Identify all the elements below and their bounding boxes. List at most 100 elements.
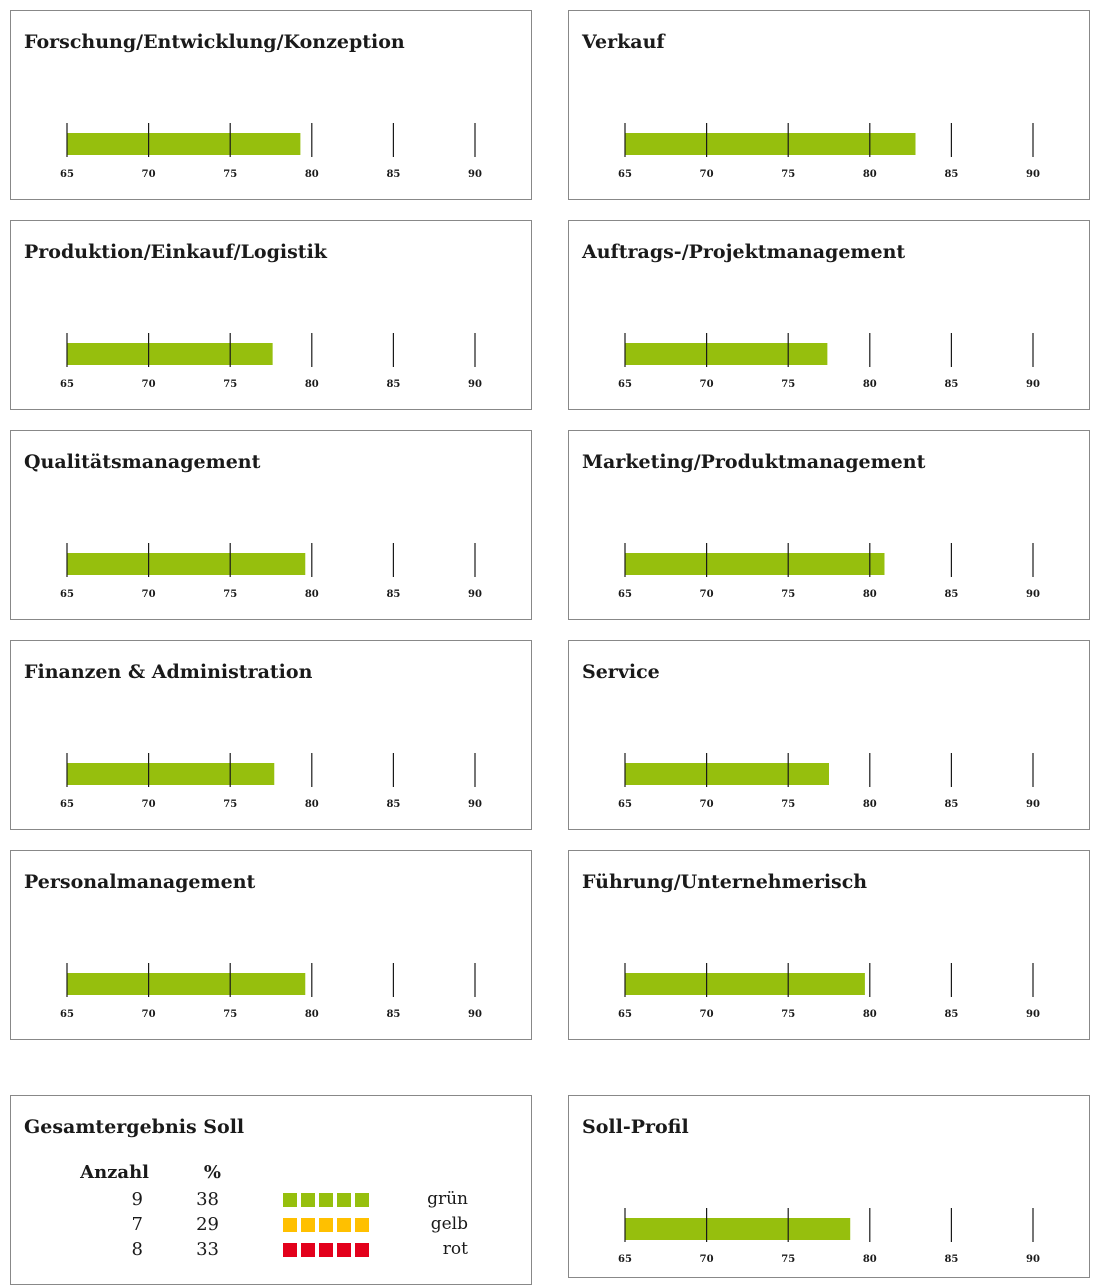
chart-title: Finanzen & Administration	[24, 661, 313, 683]
summary-row-yellow-percent: 29	[196, 1214, 219, 1235]
tick-label: 90	[468, 379, 482, 390]
tick-label: 75	[223, 1009, 237, 1020]
tick-label: 80	[305, 379, 319, 390]
chart-panel-auftrags-projektmanagement: Auftrags-/Projektmanagement 65 70 75 80 85 90	[568, 220, 1090, 410]
summary-row-yellow-label: gelb	[430, 1214, 468, 1234]
tick-label: 85	[944, 1009, 958, 1020]
summary-row-yellow-squares	[283, 1218, 383, 1234]
tick-label: 90	[468, 1009, 482, 1020]
tick-label: 90	[1026, 379, 1040, 390]
tick-label: 85	[944, 169, 958, 180]
legend-square	[283, 1243, 297, 1257]
tick-label: 80	[305, 589, 319, 600]
tick-label: 80	[305, 169, 319, 180]
value-bar	[625, 973, 865, 995]
tick-label: 85	[386, 799, 400, 810]
tick-label: 85	[386, 169, 400, 180]
tick-label: 75	[223, 799, 237, 810]
tick-label: 70	[142, 799, 156, 810]
bar-chart: 65 70 75 80 85 90	[618, 963, 1040, 1020]
legend-square	[355, 1218, 369, 1232]
chart-panel-soll-profil: Soll-Profil 65 70 75 80 85 90	[568, 1095, 1090, 1278]
chart-panel-verkauf: Verkauf 65 70 75 80 85 90	[568, 10, 1090, 200]
tick-label: 65	[60, 379, 74, 390]
tick-label: 90	[468, 169, 482, 180]
tick-label: 80	[863, 1009, 877, 1020]
bar-chart: 65 70 75 80 85 90	[618, 543, 1040, 600]
tick-label: 65	[618, 379, 632, 390]
bar-chart: 65 70 75 80 85 90	[60, 963, 482, 1020]
tick-label: 90	[1026, 589, 1040, 600]
chart-panel-personalmanagement: Personalmanagement 65 70 75 80 85 90	[10, 850, 532, 1040]
tick-label: 90	[1026, 799, 1040, 810]
bar-chart: 65 70 75 80 85 90	[618, 123, 1040, 180]
bar-chart: 65 70 75 80 85 90	[60, 123, 482, 180]
tick-label: 75	[223, 379, 237, 390]
bar-chart: 65 70 75 80 85 90	[618, 1208, 1040, 1265]
value-bar	[625, 1218, 851, 1240]
summary-title: Gesamtergebnis Soll	[24, 1116, 245, 1138]
chart-title: Qualitätsmanagement	[24, 451, 261, 473]
tick-label: 85	[944, 589, 958, 600]
chart-title: Personalmanagement	[24, 871, 256, 893]
tick-label: 85	[944, 1254, 958, 1265]
chart-title: Produktion/Einkauf/Logistik	[24, 241, 327, 263]
legend-square	[355, 1243, 369, 1257]
tick-label: 65	[618, 1254, 632, 1265]
tick-label: 65	[618, 169, 632, 180]
value-bar	[67, 343, 273, 365]
chart-panel-forschung-entwicklung-konzeption: Forschung/Entwicklung/Konzeption 65 70 75 80…	[10, 10, 532, 200]
tick-label: 80	[863, 799, 877, 810]
tick-label: 75	[781, 589, 795, 600]
chart-title: Soll-Profil	[582, 1116, 689, 1138]
bar-chart: 65 70 75 80 85 90	[618, 753, 1040, 810]
tick-label: 80	[305, 799, 319, 810]
chart-panel-finanzen-administration: Finanzen & Administration 65 70 75 80 85 90	[10, 640, 532, 830]
tick-label: 70	[700, 589, 714, 600]
tick-label: 85	[944, 799, 958, 810]
tick-label: 65	[60, 169, 74, 180]
value-bar	[625, 343, 828, 365]
tick-label: 90	[468, 799, 482, 810]
chart-title: Führung/Unternehmerisch	[582, 871, 868, 893]
value-bar	[625, 133, 916, 155]
bar-chart: 65 70 75 80 85 90	[60, 543, 482, 600]
tick-label: 70	[700, 379, 714, 390]
legend-square	[283, 1193, 297, 1207]
value-bar	[67, 133, 301, 155]
tick-label: 65	[60, 589, 74, 600]
tick-label: 80	[863, 1254, 877, 1265]
tick-label: 90	[1026, 1009, 1040, 1020]
tick-label: 80	[863, 169, 877, 180]
tick-label: 75	[781, 379, 795, 390]
bar-chart: 65 70 75 80 85 90	[618, 333, 1040, 390]
legend-square	[337, 1193, 351, 1207]
tick-label: 75	[781, 799, 795, 810]
tick-label: 80	[863, 589, 877, 600]
chart-panel-marketing-produktmanagement: Marketing/Produktmanagement 65 70 75 80 85 90	[568, 430, 1090, 620]
value-bar	[625, 763, 829, 785]
tick-label: 70	[142, 379, 156, 390]
legend-square	[319, 1193, 333, 1207]
chart-title: Verkauf	[582, 31, 665, 53]
summary-row-green-label: grün	[427, 1189, 468, 1209]
legend-square	[355, 1193, 369, 1207]
tick-label: 65	[618, 589, 632, 600]
tick-label: 65	[618, 799, 632, 810]
summary-row-yellow-count: 7	[131, 1214, 143, 1235]
summary-row-green-percent: 38	[196, 1189, 219, 1210]
chart-title: Forschung/Entwicklung/Konzeption	[24, 31, 405, 53]
legend-square	[319, 1243, 333, 1257]
tick-label: 70	[700, 169, 714, 180]
summary-percent-header: %	[203, 1162, 221, 1183]
value-bar	[67, 553, 306, 575]
legend-square	[301, 1243, 315, 1257]
bar-chart: 65 70 75 80 85 90	[60, 753, 482, 810]
tick-label: 80	[305, 1009, 319, 1020]
tick-label: 90	[1026, 169, 1040, 180]
value-bar	[67, 973, 306, 995]
legend-square	[337, 1243, 351, 1257]
tick-label: 85	[386, 589, 400, 600]
chart-panel-produktion-einkauf-logistik: Produktion/Einkauf/Logistik 65 70 75 80 85 90	[10, 220, 532, 410]
tick-label: 70	[700, 1009, 714, 1020]
